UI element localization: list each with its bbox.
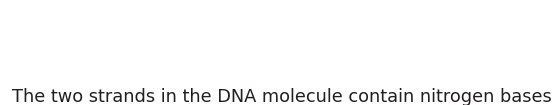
Text: The two strands in the DNA molecule contain nitrogen bases
which are a.identical: The two strands in the DNA molecule cont… <box>12 88 558 105</box>
